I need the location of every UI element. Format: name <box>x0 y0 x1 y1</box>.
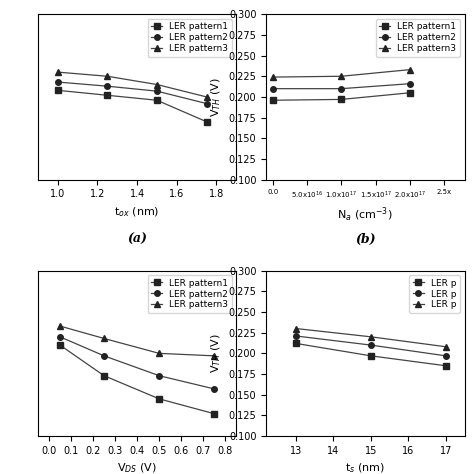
LER pattern1 <box>57 342 63 348</box>
Line: LER pattern2: LER pattern2 <box>57 334 217 392</box>
Line: LER p: LER p <box>293 326 448 349</box>
X-axis label: V$_{DS}$ (V): V$_{DS}$ (V) <box>117 461 157 474</box>
LER pattern3 <box>105 73 110 79</box>
LER p <box>368 342 374 348</box>
LER pattern3 <box>55 69 61 75</box>
Text: (b): (b) <box>355 233 375 246</box>
X-axis label: t$_{ox}$ (nm): t$_{ox}$ (nm) <box>114 205 160 219</box>
LER pattern1 <box>105 92 110 98</box>
LER pattern2 <box>407 81 413 87</box>
Y-axis label: V$_{TH}$ (V): V$_{TH}$ (V) <box>210 334 223 373</box>
X-axis label: t$_s$ (nm): t$_s$ (nm) <box>345 461 385 474</box>
Line: LER pattern3: LER pattern3 <box>57 323 217 359</box>
LER pattern1 <box>55 88 61 93</box>
Legend: LER pattern1, LER pattern2, LER pattern3: LER pattern1, LER pattern2, LER pattern3 <box>147 275 232 313</box>
LER p <box>293 333 299 339</box>
LER p <box>443 353 449 359</box>
LER pattern3 <box>338 73 344 79</box>
Line: LER p: LER p <box>293 341 448 369</box>
LER pattern1 <box>204 119 210 125</box>
LER pattern2 <box>338 86 344 91</box>
LER pattern2 <box>57 334 63 340</box>
LER pattern1 <box>270 97 276 103</box>
Line: LER pattern1: LER pattern1 <box>270 90 412 103</box>
LER pattern3 <box>211 353 217 359</box>
LER pattern2 <box>204 100 210 106</box>
LER pattern2 <box>55 79 61 85</box>
Line: LER p: LER p <box>293 333 448 359</box>
LER pattern2 <box>154 88 160 94</box>
LER pattern1 <box>156 396 162 401</box>
Line: LER pattern3: LER pattern3 <box>270 67 412 80</box>
LER pattern2 <box>270 86 276 91</box>
Y-axis label: V$_{TH}$ (V): V$_{TH}$ (V) <box>210 77 223 117</box>
Line: LER pattern1: LER pattern1 <box>55 88 210 125</box>
LER p <box>443 344 449 350</box>
LER pattern1 <box>101 373 107 379</box>
Line: LER pattern2: LER pattern2 <box>270 81 412 91</box>
LER pattern3 <box>270 74 276 80</box>
LER pattern2 <box>101 353 107 359</box>
X-axis label: N$_a$ (cm$^{-3}$): N$_a$ (cm$^{-3}$) <box>337 206 393 224</box>
LER p <box>368 334 374 340</box>
LER pattern1 <box>211 411 217 417</box>
Legend: LER pattern1, LER pattern2, LER pattern3: LER pattern1, LER pattern2, LER pattern3 <box>376 19 460 56</box>
LER p <box>293 341 299 346</box>
Legend: LER p, LER p, LER p: LER p, LER p, LER p <box>409 275 460 313</box>
Line: LER pattern2: LER pattern2 <box>55 79 210 106</box>
LER pattern3 <box>101 336 107 341</box>
LER pattern1 <box>154 97 160 103</box>
LER pattern1 <box>338 97 344 102</box>
LER p <box>368 353 374 359</box>
LER pattern2 <box>211 386 217 392</box>
LER pattern2 <box>105 83 110 89</box>
LER pattern1 <box>407 90 413 96</box>
LER pattern3 <box>407 67 413 73</box>
LER p <box>293 326 299 331</box>
LER pattern3 <box>154 82 160 87</box>
Line: LER pattern3: LER pattern3 <box>55 69 210 100</box>
LER p <box>443 363 449 369</box>
LER pattern3 <box>57 323 63 329</box>
LER pattern3 <box>156 350 162 356</box>
LER pattern3 <box>204 94 210 100</box>
Legend: LER pattern1, LER pattern2, LER pattern3: LER pattern1, LER pattern2, LER pattern3 <box>147 19 232 56</box>
Line: LER pattern1: LER pattern1 <box>57 342 217 417</box>
LER pattern2 <box>156 373 162 379</box>
Text: (a): (a) <box>127 233 147 246</box>
